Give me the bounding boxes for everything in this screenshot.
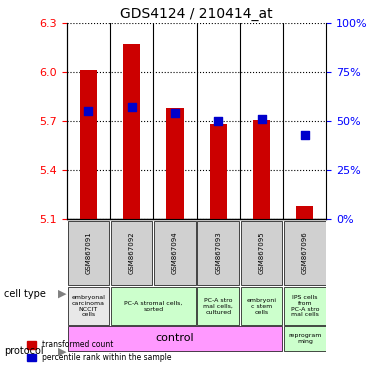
FancyBboxPatch shape <box>154 221 196 285</box>
Text: protocol: protocol <box>4 346 43 356</box>
Bar <box>210 124 227 219</box>
FancyBboxPatch shape <box>241 221 282 285</box>
Text: GSM867095: GSM867095 <box>259 232 265 274</box>
FancyBboxPatch shape <box>284 326 326 351</box>
Bar <box>80 71 97 219</box>
Text: reprogram
ming: reprogram ming <box>288 333 322 344</box>
Text: GSM867091: GSM867091 <box>85 232 91 274</box>
Text: ▶: ▶ <box>58 346 66 356</box>
Bar <box>296 206 313 219</box>
Text: ▶: ▶ <box>58 289 66 299</box>
Bar <box>253 119 270 219</box>
FancyBboxPatch shape <box>68 287 109 325</box>
FancyBboxPatch shape <box>197 287 239 325</box>
Text: GSM867096: GSM867096 <box>302 232 308 274</box>
FancyBboxPatch shape <box>197 221 239 285</box>
Bar <box>123 44 140 219</box>
Text: GSM867092: GSM867092 <box>129 232 135 274</box>
Text: embryonal
carcinoma
NCCIT
cells: embryonal carcinoma NCCIT cells <box>72 295 105 318</box>
Point <box>259 116 265 122</box>
Point <box>85 108 91 114</box>
FancyBboxPatch shape <box>284 221 326 285</box>
Bar <box>166 108 184 219</box>
FancyBboxPatch shape <box>241 287 282 325</box>
Point <box>215 118 221 124</box>
FancyBboxPatch shape <box>284 287 326 325</box>
Point <box>302 132 308 138</box>
FancyBboxPatch shape <box>111 221 152 285</box>
Text: IPS cells
from
PC-A stro
mal cells: IPS cells from PC-A stro mal cells <box>290 295 319 318</box>
Point <box>129 104 135 111</box>
Text: GSM867093: GSM867093 <box>215 232 221 274</box>
FancyBboxPatch shape <box>111 287 196 325</box>
Text: control: control <box>156 333 194 343</box>
Legend: transformed count, percentile rank within the sample: transformed count, percentile rank withi… <box>24 337 175 365</box>
FancyBboxPatch shape <box>68 326 282 351</box>
Text: GSM867094: GSM867094 <box>172 232 178 274</box>
Text: cell type: cell type <box>4 289 46 299</box>
Text: PC-A stro
mal cells,
cultured: PC-A stro mal cells, cultured <box>203 298 233 314</box>
Title: GDS4124 / 210414_at: GDS4124 / 210414_at <box>120 7 273 21</box>
Point <box>172 110 178 116</box>
Text: embryoni
c stem
cells: embryoni c stem cells <box>247 298 276 314</box>
FancyBboxPatch shape <box>68 221 109 285</box>
Text: PC-A stromal cells,
sorted: PC-A stromal cells, sorted <box>124 301 183 312</box>
